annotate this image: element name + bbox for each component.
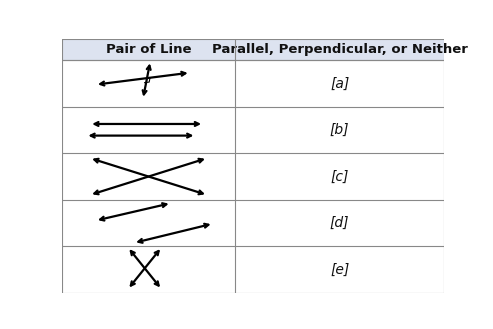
Text: [a]: [a] <box>330 77 349 90</box>
Text: Pair of Line: Pair of Line <box>106 43 191 56</box>
Text: [c]: [c] <box>330 169 349 184</box>
Text: Parallel, Perpendicular, or Neither: Parallel, Perpendicular, or Neither <box>211 43 467 56</box>
Text: [d]: [d] <box>330 216 350 230</box>
Text: [e]: [e] <box>330 263 349 277</box>
Bar <box>62 39 444 60</box>
Text: [b]: [b] <box>330 123 350 137</box>
